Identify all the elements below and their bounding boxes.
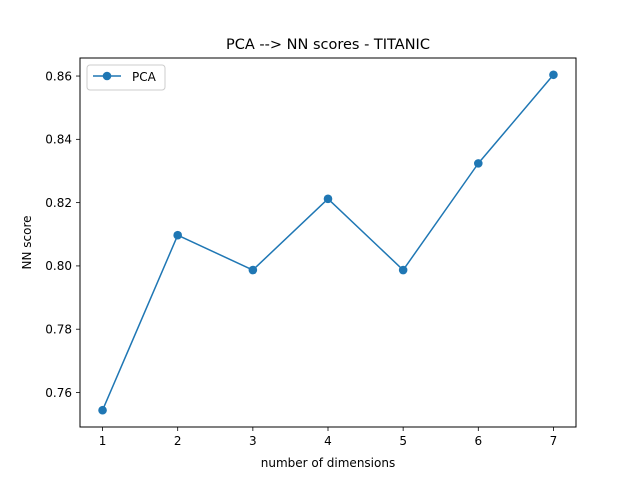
data-point [98,405,107,415]
plot-data-layer [98,70,558,415]
legend: PCA [86,64,166,91]
data-point [248,265,258,275]
y-tick-label: 0.78 [45,323,72,337]
y-tick-label: 0.80 [45,259,72,273]
x-tick-label: 5 [399,434,407,448]
y-axis-label: NN score [20,215,34,269]
data-point [173,230,182,240]
axis-ticks-layer: 1 2 3 4 5 6 7 0.76 0.78 0.80 0.82 0.84 0.86 [45,69,557,448]
y-tick-label: 0.86 [45,69,72,83]
data-point [323,194,333,204]
legend-series-marker [102,71,112,81]
legend-box [86,64,166,91]
x-tick-label: 7 [550,434,558,448]
x-tick-label: 2 [174,434,182,448]
data-point [549,70,558,80]
x-tick-label: 4 [324,434,332,448]
y-tick-label: 0.76 [45,386,72,400]
x-tick-label: 3 [249,434,257,448]
x-tick-label: 6 [474,434,482,448]
data-point [474,159,483,168]
y-tick-label: 0.82 [45,196,72,210]
data-point [398,265,408,275]
x-tick-label: 1 [99,434,107,448]
y-tick-label: 0.84 [45,133,72,147]
x-axis-label: number of dimensions [261,456,395,470]
legend-entry-label: PCA [132,70,157,84]
chart-title: PCA --> NN scores - TITANIC [226,37,430,53]
